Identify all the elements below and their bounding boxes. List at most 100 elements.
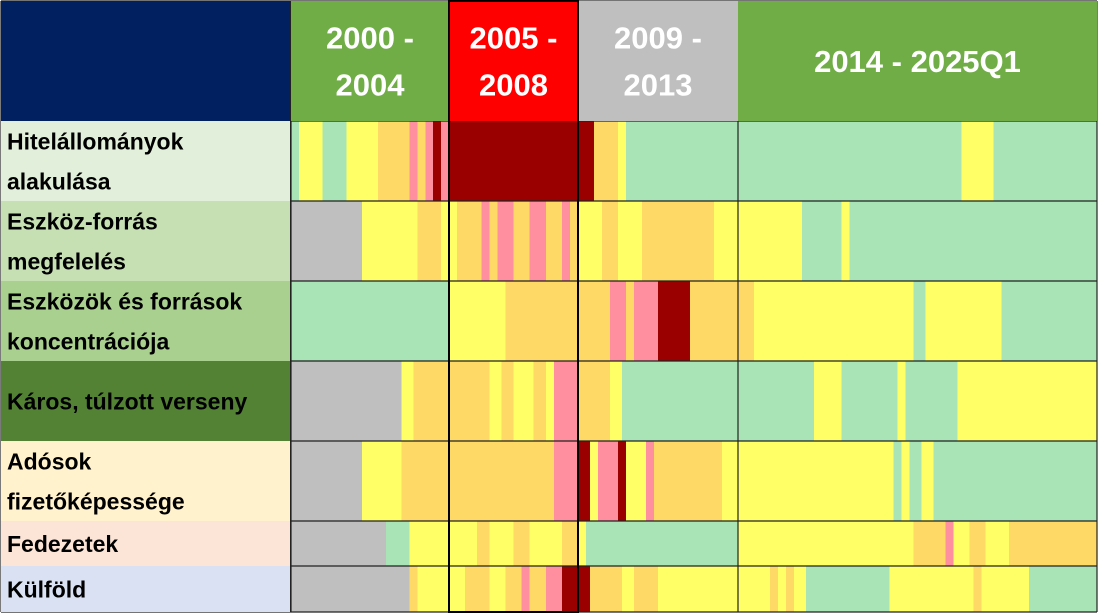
heatmap-cell-row5-seg6-yellow xyxy=(489,521,514,566)
heatmap-cell-row1-seg19-yellow xyxy=(738,201,803,281)
heatmap-cell-row2-seg3-orange xyxy=(505,281,563,361)
heatmap-cell-row1-seg9-orange xyxy=(513,201,531,281)
heatmap-cell-row0-seg12-orange xyxy=(594,121,619,201)
heatmap-cell-row3-seg5-orange xyxy=(501,361,514,441)
heatmap-cell-row2-seg11-orange xyxy=(690,281,739,361)
heatmap-cell-row3-seg4-yellow xyxy=(489,361,502,441)
row-label-5: Fedezetek xyxy=(7,531,118,557)
row-label-bg-3 xyxy=(1,361,290,441)
heatmap-cell-row0-seg11-darkred xyxy=(578,121,595,201)
heatmap-cell-row3-seg7-orange xyxy=(533,361,547,441)
heatmap-cell-row0-seg10-darkred xyxy=(449,121,579,201)
heatmap-cell-row1-seg17-orange xyxy=(642,201,715,281)
heatmap-cell-row0-seg4-orange xyxy=(377,121,410,201)
heatmap-cell-row6-seg12-orange xyxy=(590,566,623,612)
heatmap-cell-row6-seg11-darkred xyxy=(578,566,591,612)
heatmap-cell-row6-seg18-yellow xyxy=(777,566,787,612)
heatmap-cell-row5-seg5-orange xyxy=(477,521,490,566)
heatmap-cell-row4-seg11-pink xyxy=(646,441,655,521)
heatmap-cell-row6-seg0-grey xyxy=(291,566,410,612)
heatmap-cell-row1-seg1-yellow xyxy=(362,201,418,281)
heatmap-cell-row5-seg0-grey xyxy=(291,521,387,566)
row-label-0: Hitelállományok alakulása xyxy=(7,128,184,194)
period-header-3 xyxy=(738,1,1097,121)
heatmap-cell-row4-seg10-yellow xyxy=(626,441,647,521)
period-header-label-1: 2005 -2008 xyxy=(470,20,558,102)
heatmap-cell-row5-seg7-orange xyxy=(513,521,531,566)
row-label-2: Eszközök és források koncentrációja xyxy=(7,288,242,354)
heatmap-cell-row1-seg16-yellow xyxy=(618,201,643,281)
heatmap-cell-row6-seg8-orange xyxy=(529,566,547,612)
heatmap-cell-row3-seg0-grey xyxy=(291,361,402,441)
heatmap-cell-row1-seg11-orange xyxy=(545,201,563,281)
row-labels-layer: Hitelállományok alakulása Eszköz-forrás meg… xyxy=(1,121,290,612)
heatmap-cell-row2-seg6-pink xyxy=(610,281,627,361)
heatmap-cell-row6-seg13-yellow xyxy=(622,566,635,612)
heatmap-cell-row3-seg8-yellow xyxy=(545,361,555,441)
heatmap-cell-row2-seg12-orange xyxy=(738,281,755,361)
heatmap-cell-row2-seg15-yellow xyxy=(925,281,994,361)
heatmap-cell-row4-seg3-orange xyxy=(417,441,450,521)
heatmap-cell-row4-seg2-orange xyxy=(401,441,418,521)
heatmap-cell-row3-seg15-green xyxy=(841,361,898,441)
heatmap-cell-row4-seg17-green xyxy=(909,441,922,521)
row-label-bg-2 xyxy=(1,281,290,361)
heatmap-cell-row1-seg15-orange xyxy=(602,201,619,281)
heatmap-cell-row3-seg3-orange xyxy=(449,361,490,441)
row-label-4: Adósok fizetőképessége xyxy=(7,448,185,514)
heatmap-cell-row4-seg9-darkred xyxy=(618,441,627,521)
heatmap-cell-row1-seg12-pink xyxy=(561,201,571,281)
heatmap-cell-row5-seg1-green xyxy=(385,521,410,566)
heatmap-cell-row5-seg16-yellow xyxy=(953,521,970,566)
heatmap-cell-row5-seg14-orange xyxy=(913,521,946,566)
row-label-bg-1 xyxy=(1,201,290,281)
heatmap-cell-row3-seg13-green xyxy=(738,361,815,441)
heatmap-cell-row5-seg10-yellow xyxy=(578,521,587,566)
period-header-label-0: 2000 -2004 xyxy=(326,20,414,102)
heatmap-cell-row1-seg4-yellow xyxy=(449,201,458,281)
heatmap-cell-row5-seg4-yellow xyxy=(449,521,478,566)
period-header-label-3: 2014 - 2025Q1 xyxy=(814,44,1021,79)
heatmap-cell-row3-seg9-pink xyxy=(553,361,579,441)
heatmap-cell-row1-seg13-orange xyxy=(569,201,579,281)
heatmap-cell-row6-seg17-orange xyxy=(769,566,779,612)
heatmap-cell-row6-seg4-orange xyxy=(465,566,490,612)
heatmap-cell-row6-seg9-pink xyxy=(545,566,563,612)
heatmap-cell-row3-seg14-yellow xyxy=(813,361,843,441)
highlight-period-border xyxy=(448,0,579,613)
heatmap-cell-row5-seg9-orange xyxy=(561,521,579,566)
heatmap-cell-row4-seg18-yellow xyxy=(921,441,934,521)
heatmap-cells-layer xyxy=(291,121,1098,612)
heatmap-cell-row5-seg19-yellow xyxy=(1001,521,1010,566)
heatmap-cell-row1-seg21-yellow xyxy=(841,201,851,281)
heatmap-cell-row0-seg8-darkred xyxy=(433,121,442,201)
heatmap-cell-row5-seg18-yellow xyxy=(985,521,1002,566)
heatmap-cell-row4-seg4-orange xyxy=(449,441,555,521)
heatmap-cell-row3-seg6-yellow xyxy=(513,361,535,441)
heatmap-cell-row1-seg6-pink xyxy=(481,201,490,281)
header-corner xyxy=(1,1,290,121)
heatmap-cell-row0-seg5-pink xyxy=(409,121,418,201)
period-header-1 xyxy=(449,1,578,121)
header-layer: 2000 -2004 2005 -2008 2009 -2013 2014 - 202… xyxy=(1,1,1097,121)
heatmap-cell-row2-seg4-orange xyxy=(561,281,579,361)
heatmap-cell-row5-seg11-green xyxy=(586,521,739,566)
heatmap-cell-row5-seg17-orange xyxy=(969,521,986,566)
heatmap-cell-row1-seg20-green xyxy=(801,201,843,281)
heatmap-cell-row3-seg12-green xyxy=(622,361,739,441)
heatmap-cell-row0-seg7-pink xyxy=(425,121,434,201)
heatmap-cell-row5-seg13-yellow xyxy=(897,521,914,566)
heatmap-cell-row4-seg14-yellow xyxy=(738,441,894,521)
heatmap-cell-row6-seg3-yellow xyxy=(449,566,466,612)
heatmap-cell-row0-seg1-yellow xyxy=(298,121,323,201)
heatmap-cell-row1-seg3-yellow xyxy=(441,201,450,281)
row-label-bg-5 xyxy=(1,521,290,566)
heatmap-cell-row3-seg18-yellow xyxy=(957,361,1098,441)
heatmap-cell-row6-seg23-orange xyxy=(973,566,982,612)
heatmap-cell-row1-seg14-yellow xyxy=(578,201,603,281)
heatmap-cell-row3-seg16-yellow xyxy=(897,361,906,441)
heatmap-cell-row4-seg5-pink xyxy=(553,441,579,521)
heatmap-cell-row5-seg20-orange xyxy=(1009,521,1098,566)
heatmap-cell-row6-seg16-yellow xyxy=(738,566,771,612)
heatmap-cell-row4-seg15-green xyxy=(893,441,902,521)
